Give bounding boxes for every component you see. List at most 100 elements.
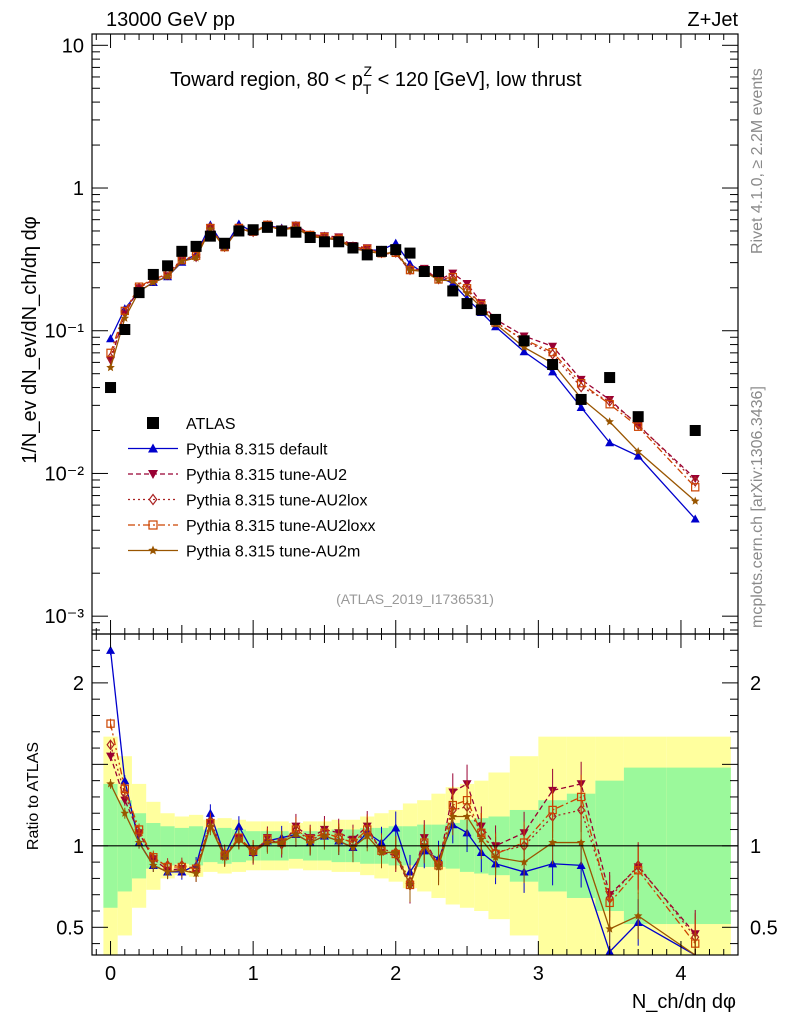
atlas-data-point (290, 226, 302, 238)
header-left: 13000 GeV pp (106, 9, 235, 31)
x-tick-label: 3 (533, 963, 544, 985)
series-4-ratio-point (106, 719, 115, 728)
series-5-ratio-point (234, 834, 244, 843)
side-note-rivet: Rivet 4.1.0, ≥ 2.2M events (749, 68, 766, 254)
plot-title-sup: Z (363, 63, 372, 79)
series-4-main-point (548, 347, 557, 357)
series-3-main-point (448, 273, 457, 285)
series-1-main-point (519, 347, 529, 356)
atlas-data-point (162, 260, 174, 272)
atlas-data-point (433, 266, 445, 278)
y-tick-label-ratio-right: 0.5 (750, 917, 778, 939)
atlas-data-point (518, 335, 530, 347)
series-3-main-point (691, 475, 700, 487)
series-5-ratio-point (477, 834, 486, 843)
y-tick-label-ratio-left: 2 (73, 673, 84, 695)
atlas-data-point (361, 249, 373, 261)
atlas-data-point (105, 382, 117, 394)
y-tick-label-ratio-right: 2 (750, 673, 761, 695)
series-3-main-point (577, 381, 586, 393)
series-5-ratio-point (362, 831, 372, 840)
y-tick-label-main: 10⁻² (45, 463, 85, 485)
series-5-ratio-point (462, 811, 472, 821)
atlas-data-point (375, 245, 387, 257)
series-5-main-point (434, 275, 443, 284)
series-1-ratio-point (234, 821, 244, 830)
atlas-data-point (390, 244, 402, 256)
series-1-ratio-point (106, 645, 116, 654)
series-5-ratio-point (633, 911, 643, 920)
atlas-data-point (219, 237, 231, 249)
y-tick-label-ratio-left: 1 (73, 836, 84, 858)
legend-label: Pythia 8.315 tune-AU2lox (186, 493, 367, 510)
side-note-mcplots: mcplots.cern.ch [arXiv:1306.3436] (749, 386, 766, 628)
series-5-ratio-point (576, 838, 586, 847)
series-5-main-point (149, 277, 158, 287)
series-4-ratio-point (120, 784, 129, 793)
series-5-ratio-point (548, 838, 557, 847)
y-tick-label-ratio-left: 0.5 (56, 917, 84, 939)
series-4-ratio-point (633, 866, 643, 875)
series-4-main-point (691, 483, 700, 492)
series-5-ratio-point (177, 865, 187, 874)
series-1-ratio-point (576, 860, 586, 869)
atlas-data-point (547, 358, 559, 370)
y-tick-label-ratio-right: 1 (750, 836, 761, 858)
atlas-data-point (318, 236, 330, 248)
legend-marker (148, 545, 158, 555)
series-5-main-point (605, 417, 614, 426)
series-3-ratio-point (106, 739, 115, 751)
series-5-ratio-point (277, 838, 286, 847)
series-4-ratio-point (576, 792, 586, 802)
series-5-main-point (177, 256, 187, 266)
series-4-main-line (109, 224, 696, 488)
series-3-main-point (548, 348, 557, 360)
series-2-main-point (462, 280, 472, 289)
series-5-ratio-point (149, 860, 158, 870)
atlas-data-point (604, 372, 616, 384)
series-5-ratio-point (448, 811, 458, 821)
series-2-main-point (548, 342, 558, 351)
series-5-ratio-point (220, 852, 229, 861)
atlas-data-point (447, 285, 459, 297)
atlas-data-point (304, 232, 316, 244)
atlas-data-point (261, 221, 273, 233)
series-5-main-point (519, 342, 529, 351)
x-tick-label: 1 (248, 963, 259, 985)
legend-label: Pythia 8.315 tune-AU2loxx (186, 518, 375, 535)
axes: 0 1 2 3 4 10⁻³ 10⁻² 10⁻¹ 1 10 0.5 0.5 1 1 2 2 (45, 33, 778, 985)
series-5-ratio-point (519, 857, 529, 866)
atlas-data-point (176, 245, 188, 257)
series-5-main-point (448, 276, 458, 285)
atlas-data-point (147, 268, 159, 280)
atlas-data-point (575, 393, 587, 405)
atlas-data-point (347, 242, 359, 254)
series-5-ratio-point (605, 924, 614, 933)
plot-title-sub: T (363, 81, 372, 97)
series-5-main-point (163, 272, 172, 281)
series-5-ratio-point (291, 829, 301, 839)
atlas-data-point (247, 224, 259, 236)
legend-label: Pythia 8.315 tune-AU2 (186, 467, 347, 484)
series-5-main-point (633, 446, 643, 456)
series-5-ratio-point (248, 847, 258, 856)
atlas-data-point (461, 298, 473, 310)
series-4-ratio-point (548, 805, 557, 815)
y-axis-label-ratio: Ratio to ATLAS (25, 742, 42, 850)
series-5-ratio-point (491, 852, 500, 861)
plot-title: Toward region, 80 < pTZ < 120 [GeV], low… (170, 63, 582, 97)
series-5-main-point (462, 288, 472, 297)
atlas-data-point (190, 240, 202, 252)
series-1-main-point (605, 438, 615, 447)
x-tick-label: 4 (675, 963, 686, 985)
atlas-data-point (689, 424, 701, 436)
y-tick-label-main: 10⁻¹ (45, 321, 85, 343)
series-5-ratio-point (405, 880, 415, 889)
atlas-data-point (418, 266, 430, 278)
series-1-main-point (548, 367, 558, 376)
series-5-ratio-point (134, 838, 144, 847)
series-5-ratio-point (206, 821, 215, 830)
atlas-data-point (133, 287, 145, 299)
atlas-data-point (475, 304, 487, 316)
series-1-ratio-point (120, 776, 130, 785)
